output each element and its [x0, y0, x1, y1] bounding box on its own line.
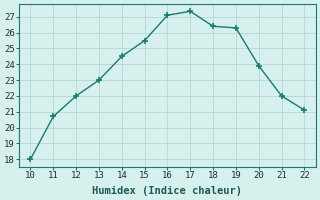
X-axis label: Humidex (Indice chaleur): Humidex (Indice chaleur) — [92, 186, 243, 196]
